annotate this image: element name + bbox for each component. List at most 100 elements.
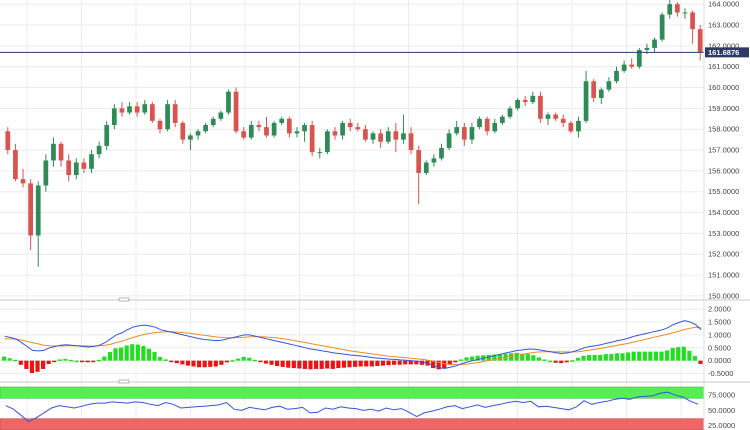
macd-histogram-bar	[291, 360, 296, 369]
candle-body	[393, 131, 399, 140]
candle	[180, 120, 186, 144]
macd-histogram-bar	[269, 360, 274, 365]
macd-histogram-bar	[275, 360, 280, 367]
price-tick-label: 160.0000	[708, 83, 739, 92]
candle-body	[408, 133, 414, 151]
macd-histogram-bar	[575, 357, 581, 361]
candle	[73, 158, 79, 180]
macd-histogram-bar	[665, 350, 670, 361]
candle-body	[218, 112, 224, 119]
macd-tick-label: 1.0000	[708, 330, 731, 339]
macd-histogram-bar	[297, 360, 302, 369]
macd-histogram-bar	[598, 354, 603, 361]
candle-body	[271, 122, 277, 136]
candle-body	[431, 158, 437, 163]
candle-body	[325, 131, 330, 153]
candle	[461, 122, 467, 146]
candle	[111, 104, 117, 130]
panel-resize-handle[interactable]	[118, 297, 130, 302]
candle-body	[416, 150, 422, 173]
candle	[530, 91, 536, 105]
candle	[545, 112, 551, 126]
candle-body	[515, 100, 520, 109]
price-tick-label: 163.0000	[708, 21, 739, 30]
price-tick-label: 154.0000	[708, 208, 739, 217]
macd-histogram-bar	[525, 354, 530, 361]
macd-histogram-bar	[375, 360, 380, 367]
macd-histogram-bar	[648, 351, 653, 361]
candle	[210, 116, 216, 128]
macd-histogram-bar	[386, 360, 391, 366]
candle	[89, 150, 94, 173]
candle	[203, 122, 208, 134]
macd-histogram-bar	[497, 354, 503, 361]
macd-histogram-bar	[347, 360, 352, 368]
candle	[591, 79, 597, 103]
macd-histogram-bar	[141, 345, 146, 361]
macd-histogram-bar	[280, 360, 285, 367]
candle	[500, 114, 505, 126]
candle	[598, 87, 604, 105]
candle-body	[621, 64, 627, 71]
candle-body	[690, 12, 695, 30]
macd-histogram-bar	[263, 360, 269, 364]
macd-histogram-bar	[46, 360, 51, 364]
candle-body	[28, 183, 33, 236]
macd-histogram-bar	[208, 360, 213, 367]
macd-histogram-bar	[581, 355, 586, 361]
candle-body	[104, 125, 110, 146]
candle	[309, 120, 315, 157]
macd-histogram-bar	[314, 360, 319, 369]
macd-histogram-bar	[174, 360, 179, 364]
rsi-tick-label: 50.0000	[708, 406, 735, 415]
macd-histogram-bar	[219, 360, 224, 365]
candle	[302, 122, 307, 142]
macd-histogram-bar	[408, 360, 413, 365]
candle-body	[134, 106, 140, 113]
candle	[271, 120, 277, 138]
macd-tick-label: 0.0000	[708, 356, 731, 365]
macd-histogram-bar	[609, 354, 614, 361]
candle-body	[682, 12, 688, 14]
price-tick-label: 151.0000	[708, 271, 739, 280]
macd-histogram-bar	[35, 360, 40, 372]
macd-histogram-bar	[113, 348, 118, 361]
macd-histogram-bar	[553, 360, 558, 363]
price-tick-label: 159.0000	[708, 104, 739, 113]
candle	[416, 145, 422, 205]
macd-tick-label: -0.5000	[708, 369, 733, 378]
candle-body	[248, 125, 254, 138]
candle-body	[477, 118, 482, 128]
candle	[538, 91, 543, 123]
macd-histogram-bar	[85, 360, 90, 363]
macd-histogram-bar	[330, 360, 335, 369]
candle	[682, 8, 688, 19]
candle-body	[522, 100, 528, 103]
macd-histogram-bar	[135, 344, 140, 361]
macd-histogram-bar	[653, 351, 659, 361]
macd-histogram-bar	[180, 360, 185, 365]
candle	[522, 95, 528, 107]
candle	[35, 181, 41, 267]
candle-body	[439, 147, 444, 159]
candle	[51, 137, 56, 167]
candle-body	[606, 81, 612, 90]
candle	[621, 60, 627, 73]
candle	[150, 102, 155, 123]
macd-histogram-bar	[514, 352, 519, 361]
candle-body	[233, 91, 239, 132]
candle-body	[507, 108, 513, 117]
macd-histogram-bar	[670, 347, 675, 361]
panel-resize-handle[interactable]	[118, 379, 130, 384]
macd-histogram-bar	[247, 357, 252, 361]
macd-histogram-bar	[224, 360, 230, 363]
candle-body	[73, 162, 79, 176]
candle	[325, 129, 330, 155]
candle-body	[89, 154, 94, 169]
macd-histogram-bar	[146, 348, 152, 361]
candle-body	[576, 120, 581, 132]
rsi-tick-label: 75.0000	[708, 391, 735, 400]
candle-body	[332, 131, 338, 136]
macd-histogram-bar	[124, 345, 129, 361]
macd-histogram-bar	[509, 353, 514, 361]
